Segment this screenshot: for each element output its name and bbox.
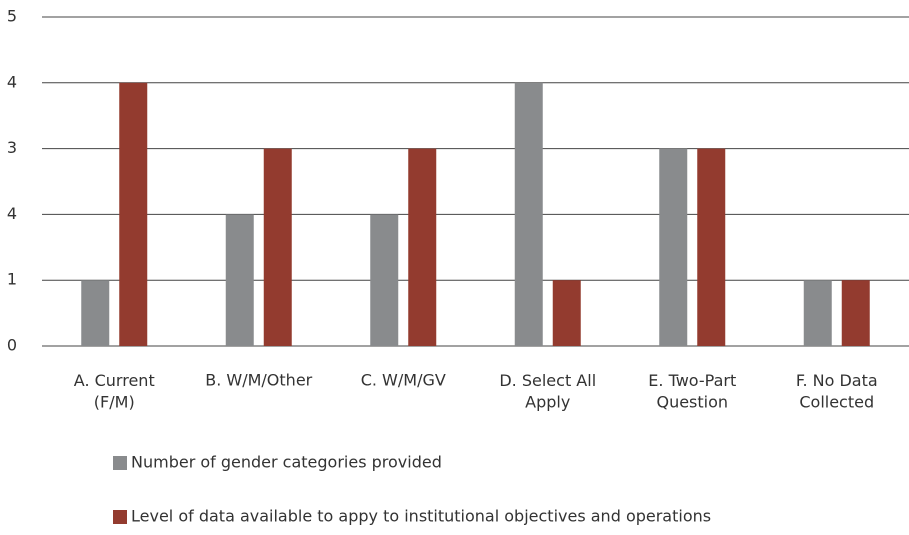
y-tick-label: 4 [7, 72, 17, 91]
x-tick-label: E. Two-Part Question [648, 371, 736, 412]
legend-swatch [113, 456, 127, 470]
bar [803, 280, 832, 346]
y-tick-label: 1 [7, 270, 17, 289]
x-tick-label: B. W/M/Other [205, 371, 312, 390]
bar [408, 148, 437, 346]
bar [263, 148, 292, 346]
legend-label: Level of data available to appy to insti… [131, 507, 711, 526]
x-tick-label: C. W/M/GV [361, 371, 446, 390]
bar [697, 148, 726, 346]
bar [514, 82, 543, 347]
x-tick-label: F. No Data Collected [796, 371, 878, 412]
y-tick-label: 0 [7, 336, 17, 355]
bar [119, 82, 148, 347]
bar [370, 214, 399, 346]
x-tick-label: D. Select All Apply [499, 371, 596, 412]
legend-swatch [113, 510, 127, 524]
bar [659, 148, 688, 346]
legend-label: Number of gender categories provided [131, 453, 442, 472]
bar [81, 280, 110, 346]
x-tick-label: A. Current (F/M) [74, 371, 155, 412]
y-tick-label: 5 [7, 7, 17, 26]
y-tick-label: 3 [7, 138, 17, 157]
bar [225, 214, 254, 346]
bar [841, 280, 870, 346]
bar [552, 280, 581, 346]
y-tick-label: 4 [7, 204, 17, 223]
